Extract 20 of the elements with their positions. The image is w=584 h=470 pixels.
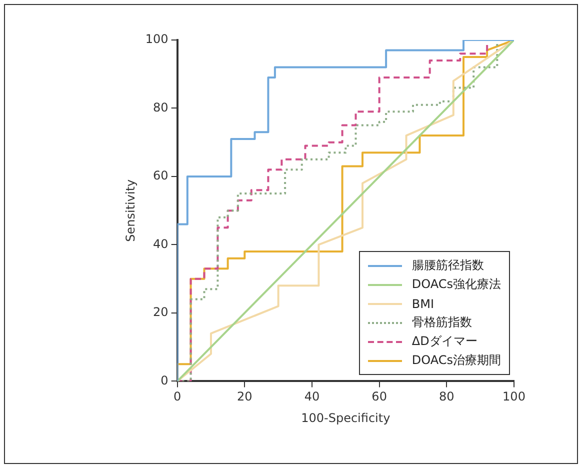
x-tick-label: 40: [304, 390, 320, 404]
y-tick-label: 40: [153, 236, 168, 251]
y-tick-label: 20: [153, 305, 168, 320]
legend-label: 腸腰筋径指数: [412, 257, 484, 274]
x-tick-label: 100: [502, 390, 526, 404]
legend-label: BMI: [412, 296, 434, 311]
y-tick-label: 80: [153, 100, 168, 114]
y-tick-label: 0: [160, 373, 168, 388]
legend-label: 骨格筋指数: [412, 314, 472, 332]
x-tick-label: 60: [372, 390, 387, 404]
legend-label: DOACs治療期間: [412, 352, 501, 370]
y-tick-label: 100: [145, 32, 168, 46]
x-tick-label: 20: [237, 390, 252, 404]
y-tick-label: 60: [153, 168, 168, 183]
legend-label: ΔDダイマー: [412, 333, 478, 350]
y-axis-title: Sensitivity: [123, 179, 138, 242]
legend-label: DOACs強化療法: [412, 276, 501, 294]
x-tick-label: 80: [439, 390, 454, 404]
x-tick-label: 0: [173, 390, 182, 404]
x-axis-title: 100-Specificity: [301, 410, 390, 425]
